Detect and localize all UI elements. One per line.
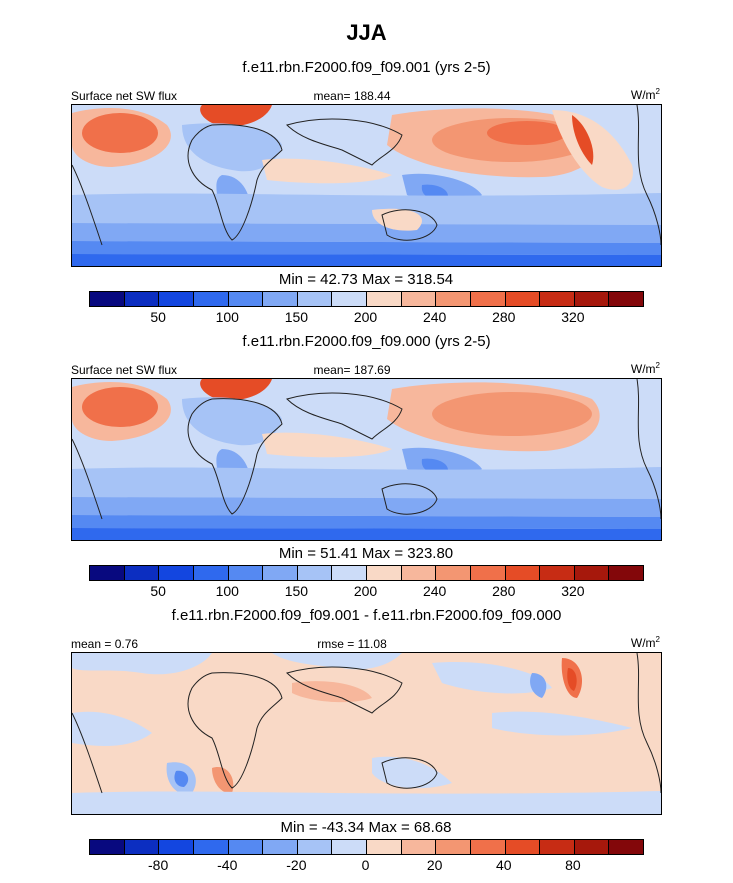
colorbar-swatch [470,566,506,580]
colorbar-tick-label: 320 [561,583,585,599]
colorbar-swatch [228,840,264,854]
panel-1-colorbar [89,291,644,307]
colorbar-tick-label: 320 [561,309,585,325]
colorbar-swatch [90,566,125,580]
colorbar-tick-label: 280 [492,309,516,325]
panel-2-colorbar [89,565,644,581]
panel-1-contour-field [72,105,661,266]
colorbar-swatch [609,840,643,854]
colorbar-swatch [193,566,229,580]
panel-2-contour-field [72,379,661,540]
colorbar-swatch [436,566,471,580]
colorbar-swatch [367,292,402,306]
panel-3-colorbar [89,839,644,855]
colorbar-swatch [332,292,367,306]
colorbar-swatch [228,566,264,580]
colorbar-swatch [124,840,160,854]
panel-1-map [71,104,662,267]
colorbar-swatch [505,566,541,580]
colorbar-swatch [159,292,194,306]
panel-2-run-title: f.e11.rbn.F2000.f09_f09.000 (yrs 2-5) [242,333,491,350]
colorbar-swatch [228,292,264,306]
colorbar-tick-label: 280 [492,583,516,599]
colorbar-swatch [609,292,643,306]
colorbar-swatch [401,292,437,306]
panel-1-minmax: Min = 42.73 Max = 318.54 [278,271,454,288]
colorbar-swatch [124,566,160,580]
colorbar-swatch [540,566,575,580]
colorbar-swatch [367,840,402,854]
colorbar-swatch [574,566,610,580]
colorbar-swatch [297,840,333,854]
colorbar-swatch [401,840,437,854]
colorbar-swatch [540,292,575,306]
colorbar-swatch [297,566,333,580]
colorbar-swatch [609,566,643,580]
colorbar-swatch [574,292,610,306]
panel-1-variable-label: Surface net SW flux [71,89,178,103]
colorbar-tick-label: 200 [353,583,378,599]
colorbar-tick-label: 240 [422,583,447,599]
panel-2-variable-label: Surface net SW flux [71,363,178,377]
panel-1-mean-label: mean= 188.44 [313,89,391,103]
panel-3-units-label: W/m2 [630,635,660,650]
colorbar-swatch [263,566,298,580]
figure-title: JJA [346,20,387,45]
colorbar-swatch [505,292,541,306]
colorbar-tick-label: 50 [150,309,166,325]
colorbar-tick-label: 200 [353,309,378,325]
colorbar-swatch [367,566,402,580]
colorbar-swatch [263,840,298,854]
panel-3-rmse-label: rmse = 11.08 [317,637,387,651]
colorbar-swatch [90,292,125,306]
panel-2-units-label: W/m2 [630,361,660,376]
panel-1-run-title: f.e11.rbn.F2000.f09_f09.001 (yrs 2-5) [242,59,491,76]
colorbar-tick-label: 20 [426,857,443,873]
colorbar-swatch [505,840,541,854]
panel-2-mean-label: mean= 187.69 [313,363,391,377]
colorbar-tick-label: -20 [286,857,307,873]
panel-1-units-label: W/m2 [630,87,660,102]
colorbar-tick-label: 240 [422,309,447,325]
colorbar-swatch [540,840,575,854]
colorbar-swatch [436,292,471,306]
colorbar-swatch [263,292,298,306]
colorbar-swatch [297,292,333,306]
colorbar-swatch [193,292,229,306]
panel-2-minmax: Min = 51.41 Max = 323.80 [278,545,454,562]
colorbar-tick-label: -80 [148,857,169,873]
colorbar-swatch [574,840,610,854]
colorbar-swatch [470,840,506,854]
colorbar-swatch [436,840,471,854]
panel-2-map [71,378,662,541]
colorbar-swatch [401,566,437,580]
colorbar-tick-label: 40 [495,857,512,873]
colorbar-swatch [159,840,194,854]
colorbar-tick-label: 150 [284,583,309,599]
colorbar-swatch [124,292,160,306]
colorbar-tick-label: -40 [217,857,238,873]
colorbar-swatch [193,840,229,854]
colorbar-swatch [332,566,367,580]
colorbar-swatch [159,566,194,580]
colorbar-tick-label: 100 [215,309,239,325]
colorbar-swatch [332,840,367,854]
colorbar-swatch [90,840,125,854]
panel-3-run-title: f.e11.rbn.F2000.f09_f09.001 - f.e11.rbn.… [171,607,562,624]
panel-3-mean-label: mean = 0.76 [71,637,139,651]
colorbar-tick-label: 0 [361,857,370,873]
panel-3-minmax: Min = -43.34 Max = 68.68 [280,819,452,836]
panel-3-contour-field [72,653,661,814]
colorbar-swatch [470,292,506,306]
colorbar-tick-label: 80 [565,857,581,873]
panel-3-map [71,652,662,815]
colorbar-tick-label: 100 [215,583,239,599]
colorbar-tick-label: 50 [150,583,166,599]
colorbar-tick-label: 150 [284,309,309,325]
